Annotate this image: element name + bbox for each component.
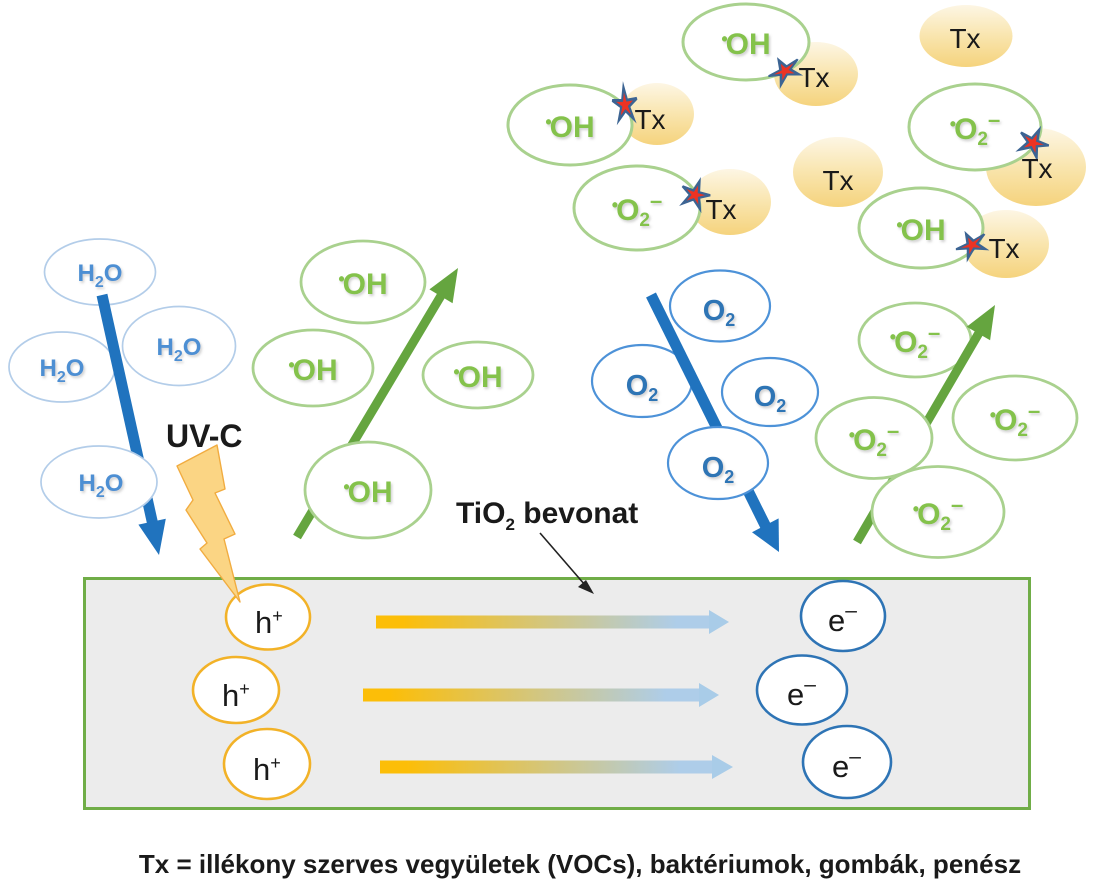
svg-text:Tx: Tx	[949, 23, 980, 54]
svg-text:•O2–: •O2–	[913, 492, 963, 535]
svg-text:H2O: H2O	[40, 355, 85, 386]
svg-text:H2O: H2O	[79, 470, 124, 501]
svg-text:H2O: H2O	[78, 260, 123, 291]
svg-text:•O2–: •O2–	[849, 418, 899, 461]
svg-text:UV-C: UV-C	[166, 418, 242, 454]
svg-text:O2: O2	[754, 381, 787, 416]
svg-text:•O2–: •O2–	[990, 398, 1040, 441]
svg-text:Tx = illékony szerves vegyület: Tx = illékony szerves vegyületek (VOCs),…	[139, 849, 1021, 879]
svg-text:•OH: •OH	[343, 476, 392, 509]
svg-text:Tx: Tx	[1021, 153, 1052, 184]
svg-text:•OH: •OH	[545, 111, 594, 144]
svg-text:•OH: •OH	[453, 361, 502, 394]
svg-text:•OH: •OH	[896, 214, 945, 247]
svg-text:Tx: Tx	[705, 194, 736, 225]
svg-text:Tx: Tx	[634, 104, 665, 135]
svg-text:•O2–: •O2–	[890, 320, 940, 363]
svg-text:h+: h+	[255, 605, 283, 640]
svg-text:•OH: •OH	[288, 354, 337, 387]
svg-text:Tx: Tx	[822, 165, 853, 196]
svg-text:TiO2 bevonat: TiO2 bevonat	[456, 497, 638, 534]
svg-text:Tx: Tx	[798, 62, 829, 93]
svg-text:Tx: Tx	[988, 233, 1019, 264]
svg-text:•OH: •OH	[338, 268, 387, 301]
svg-text:•O2–: •O2–	[612, 188, 662, 231]
svg-text:•O2–: •O2–	[950, 107, 1000, 150]
svg-text:•OH: •OH	[721, 28, 770, 61]
